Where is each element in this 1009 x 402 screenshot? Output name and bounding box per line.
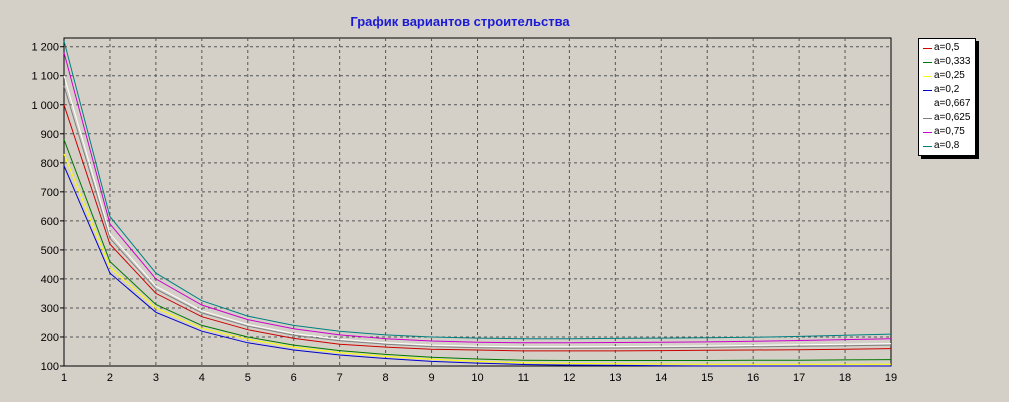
legend: a=0,5 a=0,333 a=0,25 a=0,2 a=0,667 a=0,625 a=0… [918,38,976,156]
series-line [63,85,892,349]
y-tick-label: 1 200 [31,42,59,54]
legend-label: a=0,75 [934,126,965,137]
x-tick-label: 14 [655,372,667,384]
chart-title: График вариантов строительства [350,14,570,29]
legend-item: a=0,8 [919,139,975,153]
x-tick-label: 17 [793,372,805,384]
axes: 1 2 3 4 5 6 7 8 9 10 11 12 13 14 15 16 17 18 1910020030040… [31,42,897,384]
legend-item: a=0,2 [919,83,975,97]
y-tick-label: 800 [41,158,59,170]
y-tick-label: 300 [41,303,59,315]
x-tick-label: 19 [885,372,897,384]
x-tick-label: 5 [245,372,251,384]
legend-label: a=0,2 [934,84,960,95]
x-tick-label: 10 [471,372,483,384]
legend-label: a=0,25 [934,70,965,81]
y-tick-label: 1 100 [31,71,59,83]
legend-swatch [923,90,932,91]
x-tick-label: 16 [747,372,759,384]
y-tick-label: 200 [41,332,59,344]
legend-swatch [923,48,932,49]
legend-item: a=0,625 [919,111,975,125]
y-tick-label: 1 000 [31,100,59,112]
legend-label: a=0,8 [934,140,960,151]
x-tick-label: 3 [153,372,159,384]
y-tick-label: 100 [41,361,59,373]
legend-swatch [923,104,932,105]
x-tick-label: 4 [199,372,205,384]
series-line [63,75,892,348]
x-tick-label: 13 [609,372,621,384]
legend-item: a=0,333 [919,55,975,69]
x-tick-label: 9 [428,372,434,384]
x-tick-label: 11 [518,372,529,384]
y-tick-label: 600 [41,216,59,228]
legend-swatch [923,146,932,147]
legend-item: a=0,5 [919,41,975,55]
y-tick-label: 400 [41,274,59,286]
x-tick-label: 7 [337,372,343,384]
legend-swatch [923,76,932,77]
x-tick-label: 18 [839,372,851,384]
series-line [63,52,892,344]
y-tick-label: 700 [41,187,59,199]
legend-item: a=0,75 [919,125,975,139]
y-tick-label: 900 [41,129,59,141]
x-tick-label: 6 [291,372,297,384]
legend-swatch [923,118,932,119]
y-tick-label: 500 [41,245,59,257]
legend-swatch [923,62,932,63]
x-tick-label: 8 [383,372,389,384]
legend-item: a=0,667 [919,97,975,111]
legend-swatch [923,132,932,133]
series-line [63,139,892,361]
legend-item: a=0,25 [919,69,975,83]
series-line [63,40,892,340]
series-lines [63,40,892,367]
series-line [63,165,891,367]
x-tick-label: 15 [701,372,713,384]
x-tick-label: 12 [563,372,575,384]
legend-label: a=0,333 [934,56,971,67]
legend-label: a=0,625 [934,112,971,123]
legend-label: a=0,5 [934,42,960,53]
grid [64,38,891,366]
x-tick-label: 1 [61,372,67,384]
legend-label: a=0,667 [934,98,971,109]
series-line [63,104,892,352]
x-tick-label: 2 [107,372,113,384]
series-line [63,153,891,365]
